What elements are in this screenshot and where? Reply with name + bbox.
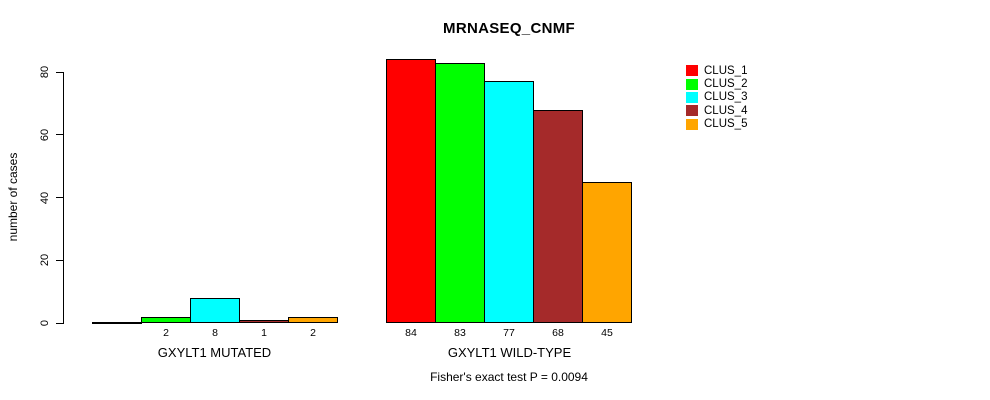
bar-value-label: 77 (503, 327, 515, 339)
legend-label: CLUS_3 (704, 91, 748, 104)
bar (92, 322, 142, 324)
legend-swatch (686, 105, 698, 117)
legend-item: CLUS_1 (686, 64, 747, 77)
legend-item: CLUS_4 (686, 104, 747, 117)
y-tick-label: 60 (39, 128, 51, 141)
legend-label: CLUS_5 (704, 118, 748, 131)
legend-item: CLUS_3 (686, 91, 747, 104)
annotation-pvalue: Fisher's exact test P = 0.0094 (430, 370, 588, 384)
bar-value-label: 2 (310, 327, 316, 339)
legend-item: CLUS_5 (686, 118, 747, 131)
bar-value-label: 83 (454, 327, 466, 339)
x-group-label-mutated: GXYLT1 MUTATED (157, 345, 272, 360)
bar (386, 59, 436, 323)
legend-swatch (686, 91, 698, 103)
y-tick (56, 322, 63, 324)
bar (484, 81, 534, 323)
y-axis-line (63, 72, 64, 324)
legend-item: CLUS_2 (686, 77, 747, 90)
bar-value-label: 68 (552, 327, 564, 339)
legend-label: CLUS_1 (704, 64, 748, 77)
bar-value-label: 1 (261, 327, 267, 339)
bar (239, 320, 289, 323)
bar (435, 63, 485, 323)
bar (190, 298, 240, 323)
y-tick (56, 134, 63, 136)
y-tick-label: 40 (39, 191, 51, 204)
y-tick-label: 20 (39, 254, 51, 267)
y-tick (56, 197, 63, 198)
legend-label: CLUS_4 (704, 104, 748, 117)
legend-swatch (686, 78, 698, 90)
legend-swatch (686, 65, 698, 77)
bar-value-label: 8 (212, 327, 218, 339)
legend-label: CLUS_2 (704, 78, 748, 91)
bar (533, 110, 583, 323)
bar-value-label: 84 (405, 327, 417, 339)
y-tick-label: 80 (39, 65, 51, 79)
y-tick (56, 71, 63, 73)
x-group-label-wildtype: GXYLT1 WILD-TYPE (447, 345, 572, 360)
y-axis-label: number of cases (6, 152, 20, 242)
y-tick-label: 0 (39, 319, 51, 327)
legend-swatch (686, 118, 698, 130)
bar (288, 317, 338, 323)
bar (582, 182, 632, 323)
legend: CLUS_1 CLUS_2 CLUS_3 CLUS_4 CLUS_5 (686, 64, 747, 131)
bar (141, 317, 191, 323)
chart-title: MRNASEQ_CNMF (443, 20, 575, 37)
bar-value-label: 2 (163, 327, 169, 339)
bar-value-label: 45 (601, 327, 613, 339)
y-tick (56, 259, 63, 261)
